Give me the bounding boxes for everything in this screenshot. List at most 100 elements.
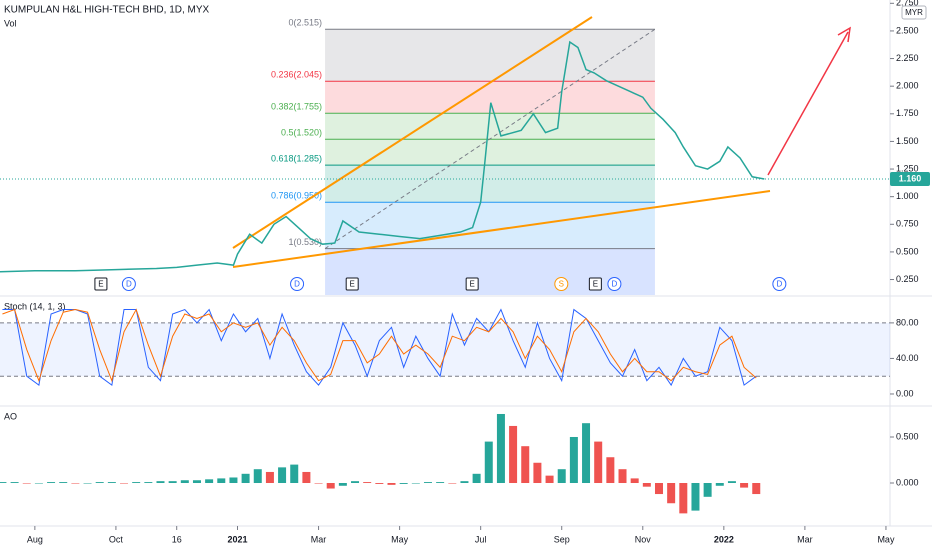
y-tick-label: 0.500: [896, 431, 919, 441]
x-tick-label: 2022: [714, 534, 734, 544]
ao-bar: [302, 471, 311, 484]
ao-bar: [472, 473, 481, 484]
ao-bar: [752, 483, 761, 495]
x-tick-label: Mar: [797, 534, 813, 544]
volume-label: Vol: [4, 18, 17, 28]
ao-bar: [229, 477, 238, 484]
ao-bar: [423, 482, 432, 484]
ao-bar: [387, 483, 396, 485]
event-label: S: [559, 280, 564, 289]
chart-title: KUMPULAN H&L HIGH-TECH BHD, 1D, MYX: [4, 5, 210, 16]
ao-bar: [314, 483, 323, 484]
y-tick-label: 2.000: [896, 81, 919, 91]
fib-label: 0.618(1.285): [271, 154, 322, 164]
series-line: [0, 40, 765, 273]
event-label: E: [98, 280, 103, 289]
ao-bar: [740, 483, 749, 488]
x-tick-label: Aug: [27, 534, 43, 544]
ao-bar: [448, 483, 457, 484]
y-tick-label: 2.500: [896, 25, 919, 35]
event-label: D: [126, 280, 132, 289]
event-marker: [554, 277, 569, 291]
event-label: E: [350, 280, 355, 289]
ao-bar: [241, 473, 250, 484]
ao-bar: [460, 481, 469, 484]
ao-bar: [71, 483, 80, 484]
ao-bar: [545, 475, 554, 484]
ao-bar: [144, 482, 153, 484]
y-tick-label: 1.000: [896, 191, 919, 201]
event-marker: [607, 277, 622, 291]
event-label: D: [294, 280, 300, 289]
last-price-box: [890, 171, 930, 186]
y-tick-label: 0.500: [896, 246, 919, 256]
event-label: D: [612, 280, 618, 289]
x-tick-label: May: [391, 534, 409, 544]
y-tick-label: 1.250: [896, 163, 919, 173]
y-tick-label: 2.250: [896, 53, 919, 63]
ao-bar: [351, 481, 360, 484]
fib-label: 0.786(0.950): [271, 191, 322, 201]
ao-bar: [132, 482, 141, 484]
x-tick-label: Sep: [554, 534, 570, 544]
ao-bar: [569, 436, 578, 484]
x-tick-label: Mar: [311, 534, 327, 544]
ao-bar: [59, 482, 68, 484]
event-label: E: [469, 280, 474, 289]
arrow: [767, 31, 849, 176]
x-tick-label: Oct: [109, 534, 124, 544]
ao-bar: [120, 483, 129, 484]
ao-bar: [496, 413, 505, 484]
ao-bar: [667, 483, 676, 504]
ao-bar: [290, 464, 299, 484]
trend-line: [232, 16, 593, 249]
ao-bar: [594, 441, 603, 484]
ao-bar: [95, 482, 104, 484]
y-tick-label: 0.250: [896, 274, 919, 284]
y-tick-label: 0.750: [896, 219, 919, 229]
event-marker: [290, 277, 305, 291]
ao-bar: [606, 457, 615, 484]
y-tick-label: 1.500: [896, 136, 919, 146]
currency-box[interactable]: [901, 5, 927, 20]
ao-bar: [217, 478, 226, 484]
ao-bar: [691, 483, 700, 511]
ao-bar: [484, 441, 493, 484]
ao-bar: [654, 483, 663, 495]
ao-bar: [411, 483, 420, 484]
ao-bar: [10, 482, 19, 484]
series-line: [2, 308, 757, 387]
ao-bar: [557, 469, 566, 484]
event-label: E: [593, 280, 598, 289]
ao-bar: [326, 483, 335, 489]
fib-zone: [325, 248, 655, 295]
fib-trend: [324, 28, 656, 250]
ao-bar: [338, 483, 347, 486]
event-marker: [465, 277, 479, 291]
ao-bar: [703, 483, 712, 497]
ao-bar: [642, 483, 651, 487]
x-tick-label: Nov: [635, 534, 652, 544]
x-tick-label: 16: [172, 534, 182, 544]
ao-bar: [727, 481, 736, 484]
fib-label: 0.236(2.045): [271, 70, 322, 80]
ao-bar: [509, 425, 518, 484]
ao-bar: [715, 483, 724, 486]
y-tick-label: 0.000: [896, 477, 919, 487]
ao-bar: [156, 481, 165, 484]
ao-bar: [205, 479, 214, 484]
fib-zone: [325, 165, 655, 203]
ao-bar: [192, 480, 201, 484]
trend-line: [232, 190, 771, 268]
last-price-label: 1.160: [899, 173, 922, 183]
event-marker: [94, 277, 108, 291]
fib-label: 1(0.530): [289, 237, 323, 247]
ao-bar: [618, 469, 627, 484]
y-tick-label: 2.750: [896, 0, 919, 8]
ao-bar: [168, 481, 177, 484]
ao-bar: [436, 482, 445, 484]
ao-bar: [399, 483, 408, 484]
y-tick-label: 80.00: [896, 317, 919, 327]
